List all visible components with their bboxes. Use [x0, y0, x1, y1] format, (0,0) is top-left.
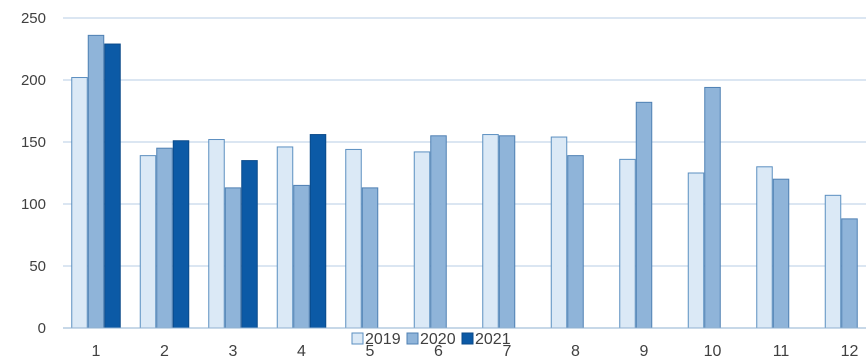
bar-2019-12: [824, 194, 842, 329]
y-tick-label: 200: [21, 72, 46, 89]
bar-2020-11: [772, 178, 790, 329]
legend-label-2019: 2019: [365, 331, 401, 348]
x-tick-label: 11: [773, 343, 790, 358]
bar-2020-9: [635, 101, 653, 329]
bar-2019-9: [619, 158, 636, 329]
bar-2021-1: [104, 43, 121, 329]
bar-2020-2: [156, 147, 173, 329]
x-tick-label: 6: [434, 343, 443, 358]
x-tick-label: 9: [640, 343, 649, 358]
gridlines: [63, 17, 866, 267]
bar-2019-10: [687, 172, 705, 329]
bar-2021-4: [309, 134, 327, 329]
legend-label-2020: 2020: [420, 331, 456, 348]
legend-swatch-2020: [406, 332, 419, 345]
bar-2019-1: [71, 77, 88, 329]
bars: [71, 34, 858, 329]
x-tick-label: 4: [297, 343, 306, 358]
x-tick-label: 2: [160, 343, 169, 358]
bar-2020-7: [498, 135, 516, 329]
bar-2019-6: [413, 151, 431, 329]
bar-2021-3: [241, 160, 258, 329]
x-tick-label: 7: [503, 343, 512, 358]
bar-2019-4: [276, 146, 294, 329]
bar-2020-4: [293, 184, 310, 329]
y-tick-label: 0: [38, 320, 46, 337]
bar-2021-2: [172, 140, 190, 329]
bar-2019-5: [345, 148, 362, 329]
bar-2019-8: [550, 136, 568, 329]
bar-2019-7: [482, 134, 499, 329]
x-tick-label: 12: [841, 343, 859, 358]
bar-2020-6: [430, 135, 447, 329]
x-tick-label: 3: [229, 343, 238, 358]
x-tick-label: 1: [92, 343, 101, 358]
y-tick-label: 150: [21, 134, 46, 151]
bar-2019-3: [208, 139, 225, 329]
legend-label-2021: 2021: [475, 331, 511, 348]
bar-2019-2: [139, 155, 157, 329]
x-tick-label: 10: [704, 343, 722, 358]
bar-2020-8: [567, 155, 584, 329]
bar-2020-5: [361, 187, 379, 329]
legend-swatch-2019: [351, 332, 364, 345]
y-tick-label: 250: [21, 10, 46, 27]
bar-2019-11: [756, 166, 773, 329]
legend-swatch-2021: [461, 332, 474, 345]
y-tick-label: 50: [29, 258, 46, 275]
y-tick-label: 100: [21, 196, 46, 213]
bar-2020-1: [87, 34, 105, 329]
bar-2020-3: [224, 187, 242, 329]
bar-2020-10: [704, 86, 721, 329]
bar-2020-12: [841, 218, 858, 329]
x-tick-label: 8: [571, 343, 580, 358]
legend: 2019 2020 2021: [351, 331, 511, 348]
x-tick-label: 5: [366, 343, 375, 358]
